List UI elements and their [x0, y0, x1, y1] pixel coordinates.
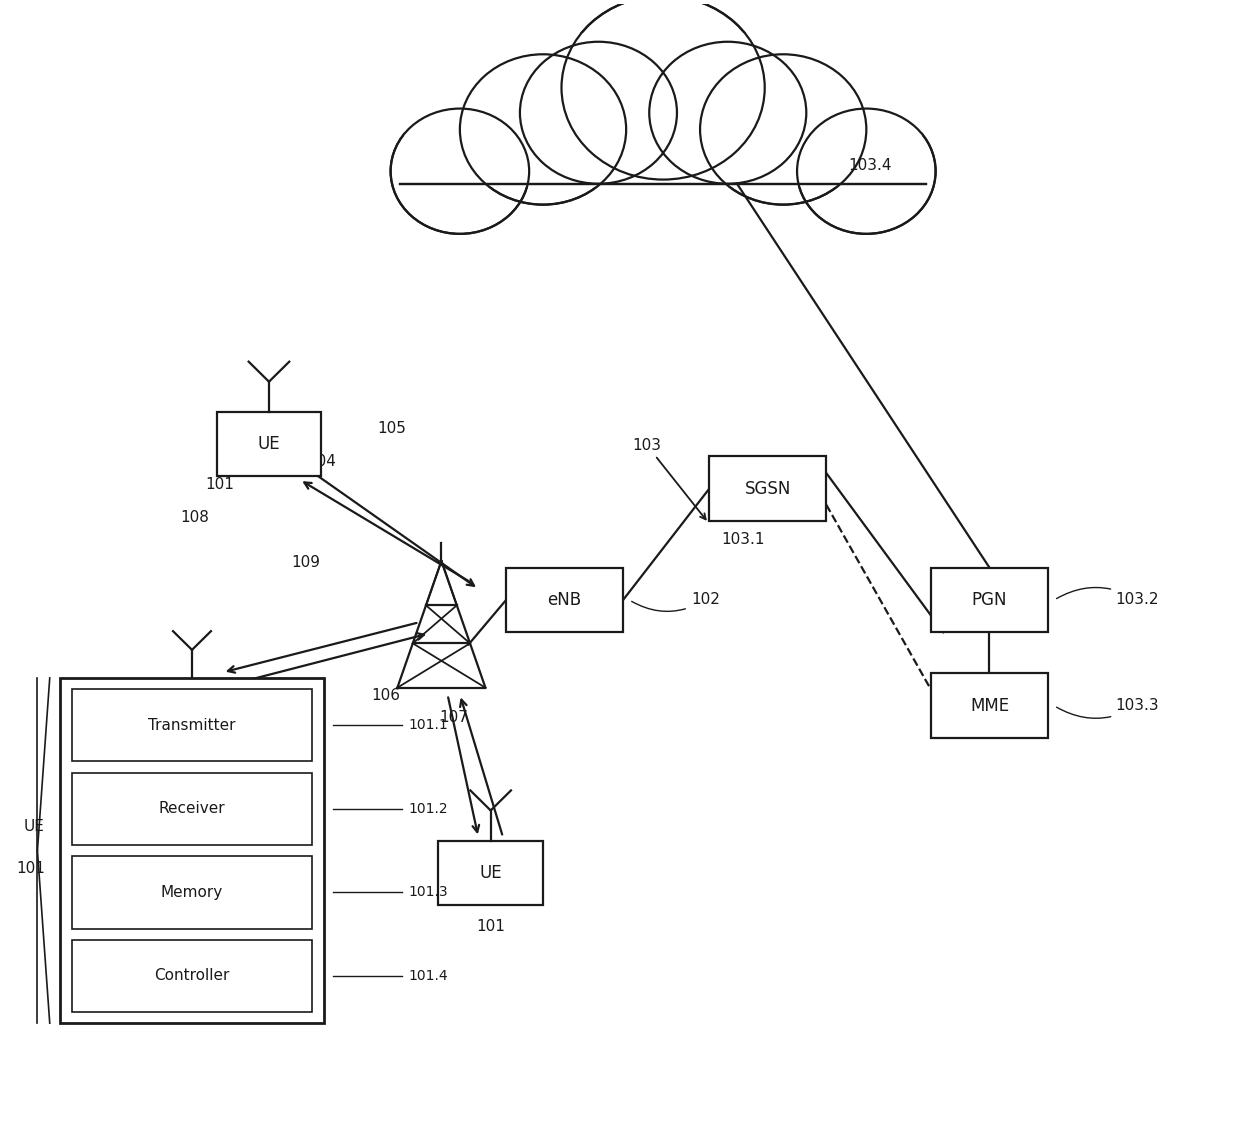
- Text: 103.2: 103.2: [1056, 588, 1159, 607]
- Text: 103: 103: [632, 438, 706, 519]
- Bar: [438, 840, 543, 905]
- Circle shape: [391, 109, 529, 233]
- Text: SGSN: SGSN: [744, 479, 791, 498]
- Text: 104: 104: [308, 454, 336, 469]
- Bar: [404, 33, 921, 183]
- Circle shape: [562, 0, 765, 180]
- Text: 102: 102: [631, 592, 719, 611]
- Text: 108: 108: [181, 511, 210, 525]
- Bar: [217, 412, 321, 477]
- Bar: [709, 457, 826, 521]
- Text: UE: UE: [258, 435, 280, 453]
- Bar: [72, 689, 312, 762]
- Text: 103.4: 103.4: [848, 158, 892, 173]
- Bar: [72, 773, 312, 845]
- Text: 107: 107: [439, 710, 469, 726]
- Circle shape: [520, 42, 677, 184]
- Text: 109: 109: [291, 554, 320, 570]
- Bar: [377, 117, 950, 184]
- Text: 105: 105: [378, 421, 407, 436]
- Text: Controller: Controller: [154, 968, 229, 983]
- Text: 101.4: 101.4: [408, 968, 448, 983]
- Text: Memory: Memory: [161, 885, 223, 900]
- Bar: [506, 568, 622, 633]
- Bar: [931, 673, 1048, 738]
- Circle shape: [701, 54, 867, 204]
- Bar: [931, 568, 1048, 633]
- Text: 103.3: 103.3: [1056, 698, 1159, 718]
- Text: UE: UE: [24, 819, 45, 834]
- Text: 101.2: 101.2: [408, 802, 448, 816]
- Text: 101.1: 101.1: [408, 718, 448, 733]
- Text: 106: 106: [372, 688, 401, 703]
- Text: 101: 101: [16, 861, 45, 876]
- Bar: [60, 678, 325, 1023]
- Text: Transmitter: Transmitter: [149, 718, 236, 733]
- Text: 101: 101: [206, 477, 234, 491]
- Circle shape: [650, 42, 806, 184]
- Text: 103.1: 103.1: [722, 532, 765, 548]
- Text: PGN: PGN: [972, 591, 1007, 609]
- Text: Receiver: Receiver: [159, 801, 226, 817]
- Text: UE: UE: [480, 864, 502, 882]
- Text: eNB: eNB: [548, 591, 582, 609]
- Circle shape: [797, 109, 936, 233]
- Text: 101: 101: [476, 919, 505, 934]
- Circle shape: [460, 54, 626, 204]
- Bar: [72, 939, 312, 1012]
- Text: 101.3: 101.3: [408, 885, 448, 900]
- Text: MME: MME: [970, 697, 1009, 715]
- Bar: [72, 856, 312, 929]
